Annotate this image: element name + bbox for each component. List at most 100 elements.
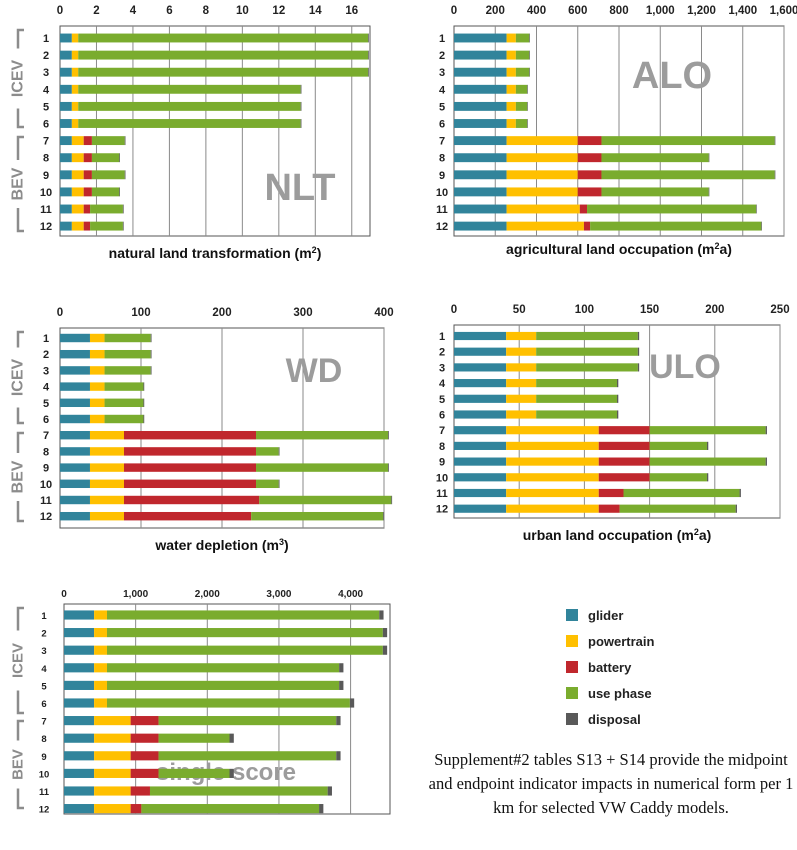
bar-segment-powertrain <box>94 804 131 814</box>
bar-segment-powertrain <box>89 414 105 424</box>
plot-area <box>59 25 371 237</box>
bar-segment-use-phase <box>78 67 369 77</box>
legend-label: battery <box>588 659 632 675</box>
bar-segment-powertrain <box>506 394 537 403</box>
bar-segment-use-phase <box>141 804 320 814</box>
bar-segment-battery <box>123 479 257 489</box>
bar-segment-use-phase <box>104 349 151 359</box>
bar-segment-disposal <box>617 410 619 419</box>
chart-title: ALO <box>632 55 712 97</box>
bar-segment-battery <box>83 136 92 146</box>
y-category-label: 6 <box>43 414 49 426</box>
bar-segment-battery <box>598 488 624 498</box>
bar-segment-use-phase <box>515 101 528 111</box>
bar-segment-disposal <box>735 504 737 513</box>
bar-segment-glider <box>64 768 95 778</box>
bar-segment-battery <box>83 187 92 197</box>
icev-label-gap <box>16 630 20 691</box>
bar-segment-battery <box>83 204 91 214</box>
bar-segment-disposal <box>278 479 280 489</box>
y-category-label: 6 <box>439 410 445 422</box>
bar-segment-use-phase <box>649 426 766 435</box>
bar-segment-use-phase <box>78 101 301 111</box>
x-tick-label: 150 <box>640 304 659 316</box>
bar-segment-powertrain <box>506 426 599 435</box>
bar-segment-glider <box>454 331 507 341</box>
chart-title: ULO <box>649 348 721 386</box>
bar-segment-powertrain <box>71 50 79 60</box>
y-category-label: 9 <box>41 752 46 763</box>
plot-area <box>63 603 391 815</box>
x-tick-label: 50 <box>513 304 526 316</box>
bar-segment-use-phase <box>515 84 528 94</box>
icev-label-gap <box>16 48 20 109</box>
bar-segment-use-phase <box>158 733 230 743</box>
icev-label: ICEV <box>10 643 27 678</box>
bar-segment-use-phase <box>515 33 530 43</box>
bar-segment-powertrain <box>94 698 107 708</box>
x-tick-label: 1,000 <box>646 5 675 17</box>
bar-segment-disposal <box>119 187 120 197</box>
y-category-label: 4 <box>439 84 446 96</box>
bar-segment-disposal <box>300 84 302 94</box>
bar-segment-disposal <box>765 457 767 466</box>
bar-segment-use-phase <box>536 394 617 403</box>
bar-segment-powertrain <box>71 33 79 43</box>
y-category-label: 7 <box>43 136 49 148</box>
x-tick-label: 4 <box>130 5 137 17</box>
bar-segment-use-phase <box>91 170 125 180</box>
bar-segment-battery <box>577 187 602 197</box>
bar-segment-disposal <box>774 170 776 180</box>
y-category-label: 2 <box>41 629 46 640</box>
bar-segment-powertrain <box>506 50 516 60</box>
y-category-label: 4 <box>41 664 47 675</box>
bar-segment-powertrain <box>506 504 599 513</box>
bar-segment-disposal <box>229 733 234 743</box>
y-category-label: 10 <box>40 187 52 199</box>
icev-label: ICEV <box>10 359 27 397</box>
bar-segment-powertrain <box>506 410 537 419</box>
y-category-label: 10 <box>436 472 448 484</box>
bar-segment-glider <box>454 33 507 43</box>
bar-segment-powertrain <box>71 101 79 111</box>
bar-segment-battery <box>130 716 159 726</box>
bar-segment-use-phase <box>587 204 757 214</box>
bar-segment-glider <box>64 716 95 726</box>
bar-segment-glider <box>60 33 72 43</box>
bar-segment-glider <box>64 628 95 638</box>
y-category-label: 12 <box>40 511 52 523</box>
x-tick-label: 300 <box>293 307 312 319</box>
bar-segment-battery <box>579 204 588 214</box>
y-category-label: 2 <box>43 349 49 361</box>
bar-segment-powertrain <box>506 153 578 163</box>
bar-segment-use-phase <box>536 363 638 372</box>
bar-segment-glider <box>64 645 95 655</box>
bar-segment-powertrain <box>94 716 131 726</box>
y-category-label: 5 <box>41 681 47 692</box>
bar-segment-disposal <box>336 716 341 726</box>
bar-segment-glider <box>60 67 72 77</box>
bar-segment-powertrain <box>71 187 84 197</box>
bar-segment-battery <box>130 786 150 796</box>
legend-item-disposal: disposal <box>566 706 766 732</box>
legend-swatch-disposal <box>566 713 578 725</box>
y-category-label: 7 <box>41 717 46 728</box>
legend-label: disposal <box>588 711 641 727</box>
bar-segment-powertrain <box>94 768 131 778</box>
bar-segment-glider <box>454 204 507 214</box>
bar-segment-powertrain <box>94 628 107 638</box>
bar-segment-powertrain <box>71 221 84 231</box>
bar-segment-disposal <box>617 394 619 403</box>
bar-segment-use-phase <box>649 473 707 482</box>
y-category-label: 11 <box>436 204 448 216</box>
bar-segment-battery <box>598 473 650 482</box>
bar-segment-glider <box>454 84 507 94</box>
y-category-label: 11 <box>40 204 52 216</box>
y-category-label: 2 <box>439 347 445 359</box>
bar-segment-disposal <box>637 331 640 341</box>
bar-segment-use-phase <box>104 382 144 391</box>
bar-segment-powertrain <box>506 204 580 214</box>
bar-segment-battery <box>130 733 159 743</box>
